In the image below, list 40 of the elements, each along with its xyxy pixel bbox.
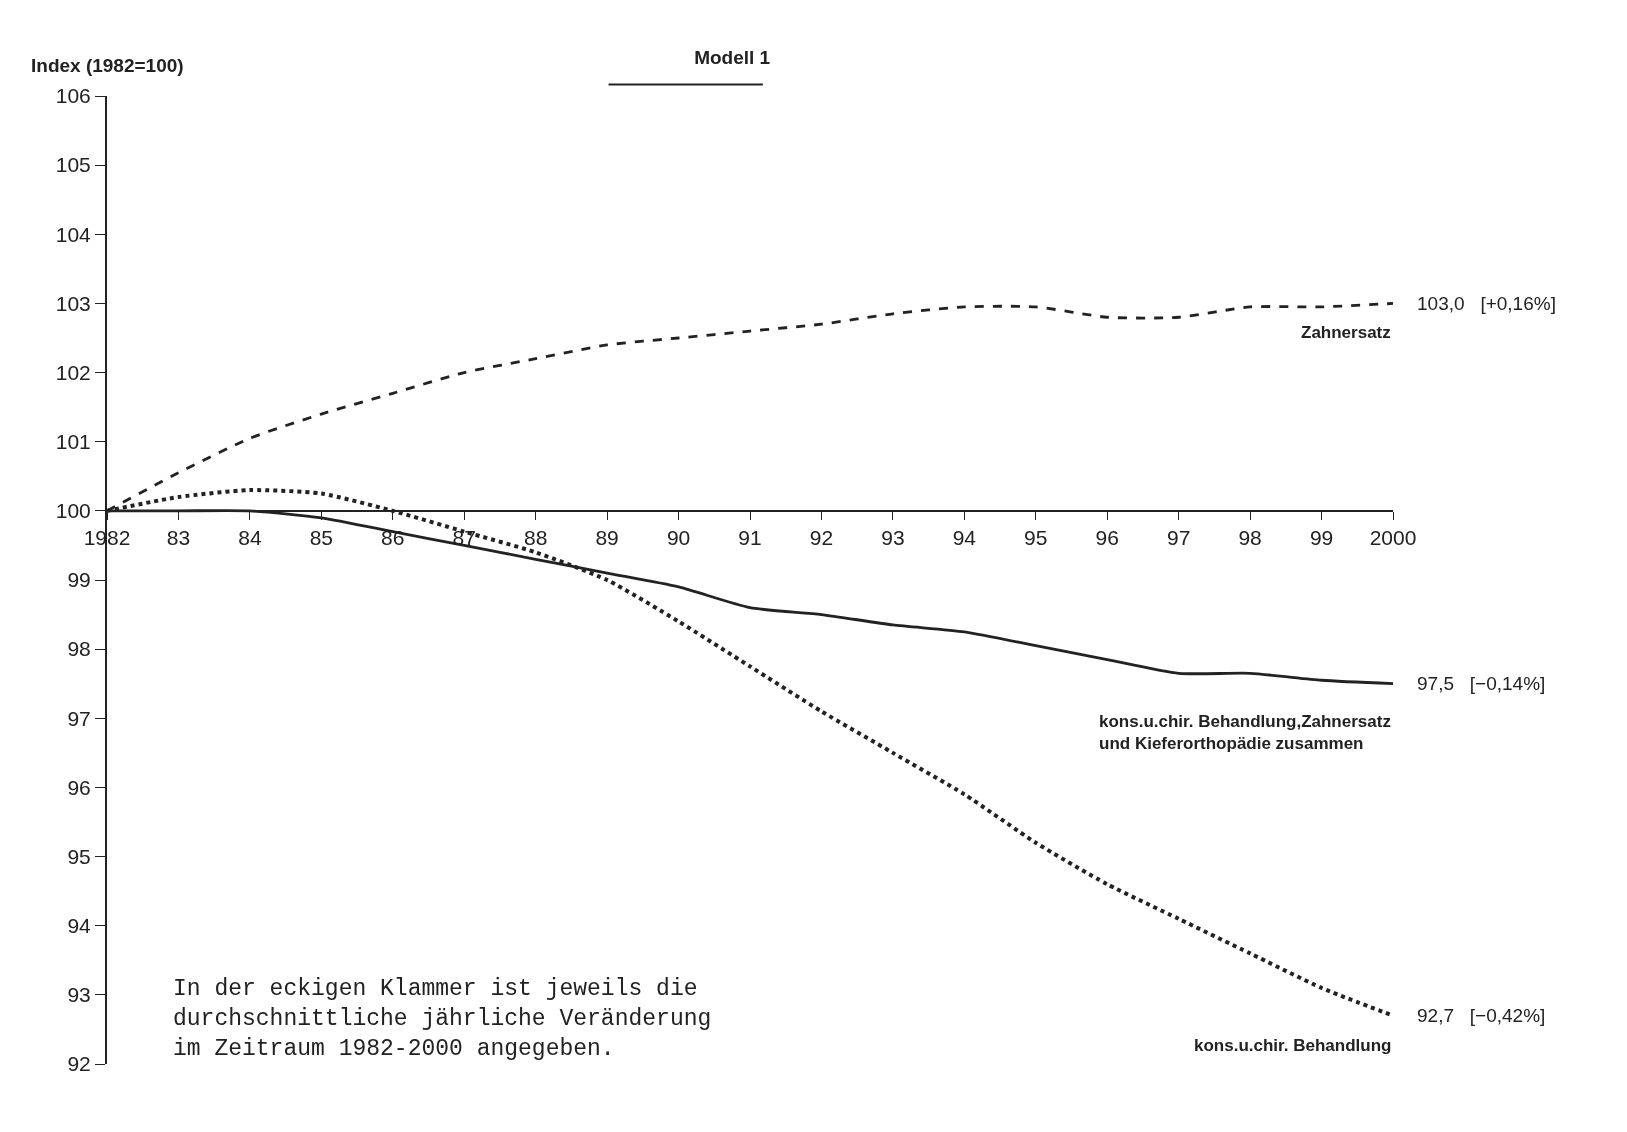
y-tick-label: 106 <box>55 84 91 108</box>
x-tick-label: 84 <box>238 526 262 550</box>
y-tick-label: 96 <box>67 775 91 799</box>
y-tick-label: 92 <box>67 1052 91 1076</box>
data-label: 103,0 [+0,16%] <box>1417 293 1556 314</box>
x-tick-label: 85 <box>309 526 334 550</box>
x-tick-label: 91 <box>738 526 762 550</box>
x-tick-label: 83 <box>166 526 191 550</box>
x-tick-label: 92 <box>809 526 834 550</box>
x-tick-label: 93 <box>881 526 905 550</box>
x-tick-label: 90 <box>666 526 691 550</box>
y-tick-label: 93 <box>67 983 91 1007</box>
y-tick-label: 97 <box>67 706 91 730</box>
chart-title: Modell 1 <box>694 47 771 69</box>
y-tick-label: 100 <box>55 499 91 523</box>
x-tick-label: 89 <box>595 526 619 550</box>
y-tick-label: 104 <box>55 222 92 246</box>
y-tick-label: 94 <box>67 914 92 938</box>
x-tick-label: 98 <box>1238 526 1262 550</box>
x-tick-label: 96 <box>1095 526 1119 550</box>
y-tick-label: 102 <box>55 360 91 384</box>
x-tick-label: 97 <box>1166 526 1191 550</box>
y-tick-label: 101 <box>55 430 91 454</box>
series-label: Zahnersatz <box>1301 323 1391 342</box>
x-tick-label: 95 <box>1024 526 1048 550</box>
y-axis-title: Index (1982=100) <box>31 55 184 76</box>
data-label: 92,7 [−0,42%] <box>1417 1005 1546 1026</box>
y-tick-label: 99 <box>67 568 91 592</box>
data-label: 97,5 [−0,14%] <box>1417 673 1546 694</box>
series-label: kons.u.chir. Behandlung <box>1194 1036 1392 1055</box>
x-tick-label: 88 <box>523 526 548 550</box>
x-tick-label: 94 <box>952 526 977 550</box>
y-tick-label: 98 <box>67 637 91 661</box>
annotation: In der eckigen Klammer ist jeweils die durchschnittliche jährliche Veränderung im Zeitraum 1982-2000 angegeben. <box>173 976 712 1062</box>
y-tick-label: 95 <box>67 844 91 868</box>
y-tick-label: 105 <box>55 153 91 177</box>
x-tick-label: 99 <box>1309 526 1334 550</box>
series-label: kons.u.chir. Behandlung,Zahnersatz und Kieferorthopädie zusammen <box>1099 712 1391 754</box>
x-tick-label: 2000 <box>1369 526 1417 550</box>
y-tick-label: 103 <box>55 291 91 315</box>
